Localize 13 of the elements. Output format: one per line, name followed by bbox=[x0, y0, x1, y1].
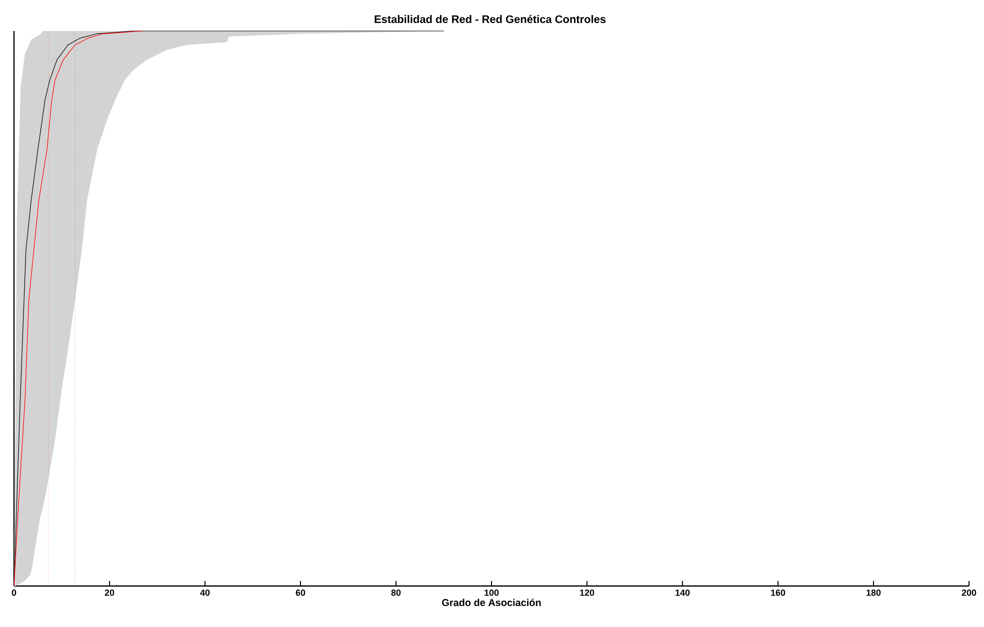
x-tick-label: 80 bbox=[391, 590, 401, 596]
x-tick-label: 160 bbox=[771, 590, 786, 596]
x-tick-label: 0 bbox=[12, 590, 16, 596]
x-tick-label: 100 bbox=[484, 590, 499, 596]
x-tick-label: 120 bbox=[580, 590, 594, 596]
x-tick-label: 40 bbox=[200, 590, 210, 596]
x-tick-label: 140 bbox=[676, 590, 690, 596]
x-axis-title: Grado de Asociación bbox=[442, 598, 541, 606]
x-tick-label: 20 bbox=[104, 590, 114, 596]
x-tick-label: 200 bbox=[962, 590, 976, 596]
x-tick-label: 180 bbox=[866, 590, 881, 596]
x-tick-label: 60 bbox=[296, 590, 306, 596]
chart-title: Estabilidad de Red - Red Genética Controles bbox=[374, 14, 606, 24]
